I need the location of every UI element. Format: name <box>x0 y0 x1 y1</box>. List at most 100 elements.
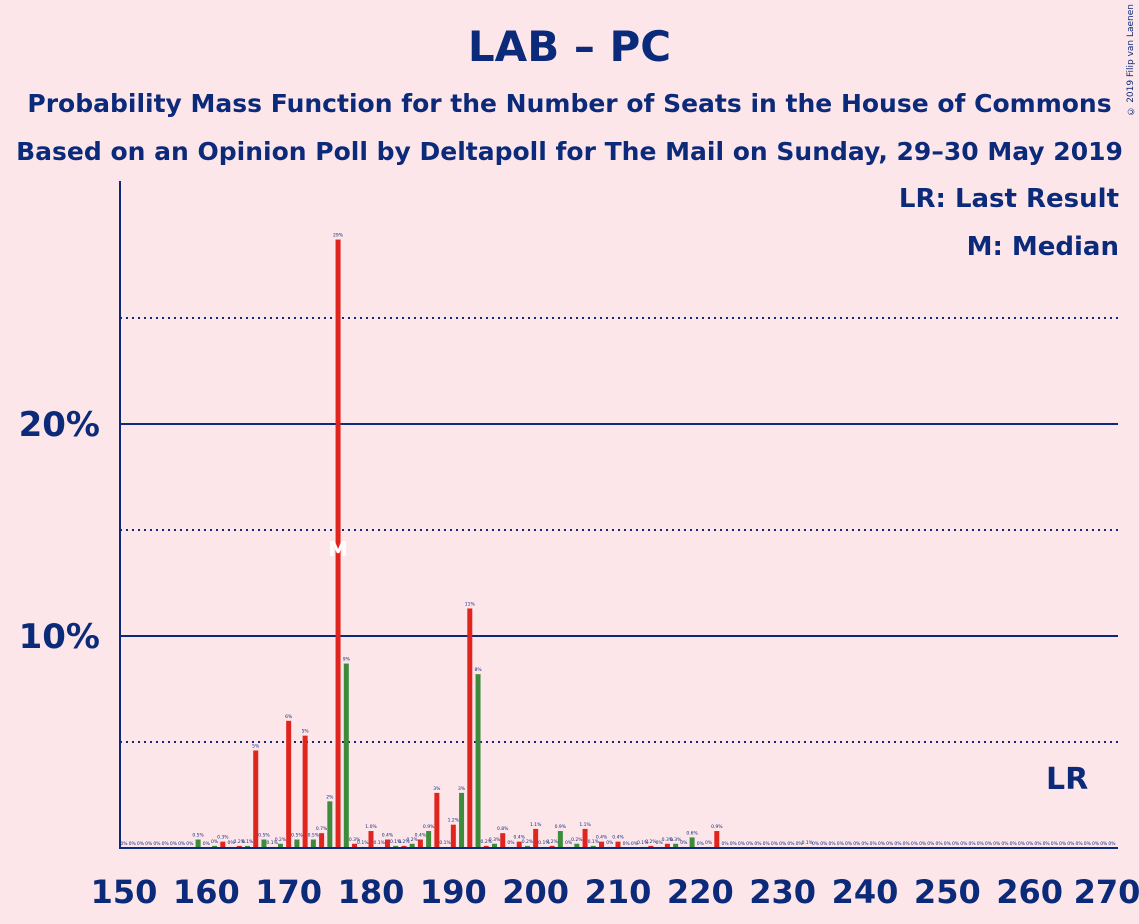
bar-label-182: 0.4% <box>382 833 394 839</box>
x-tick-label: 150 <box>91 873 158 911</box>
bar-label-239: 0% <box>853 841 861 847</box>
bar-label-165: 0.1% <box>242 839 254 845</box>
bar-label-269: 0% <box>1100 841 1108 847</box>
bar-label-164: 0.2% <box>234 839 246 845</box>
bar-label-201: 0.1% <box>538 840 550 846</box>
bar-208 <box>599 841 605 848</box>
median-marker: M <box>328 537 348 561</box>
bar-195 <box>492 843 497 848</box>
bar-label-154: 0% <box>153 841 161 847</box>
bar-label-218: 0% <box>680 840 688 846</box>
bar-label-247: 0% <box>919 841 927 847</box>
bar-label-166: 5% <box>252 743 260 749</box>
bar-210 <box>615 841 621 848</box>
bar-label-179: 0.1% <box>357 840 369 846</box>
bar-164 <box>236 845 242 848</box>
bar-200 <box>533 828 539 848</box>
x-tick-label: 270 <box>1074 873 1139 911</box>
bar-label-262: 0% <box>1043 841 1051 847</box>
bar-183 <box>393 845 399 848</box>
bar-label-183: 0.1% <box>390 839 402 845</box>
bar-label-153: 0% <box>145 841 153 847</box>
bar-184 <box>401 845 407 848</box>
bar-187 <box>426 831 432 848</box>
x-tick-label: 250 <box>914 873 981 911</box>
bar-label-193: 8% <box>474 667 482 673</box>
bar-207 <box>590 845 596 848</box>
x-tick-label: 170 <box>255 873 322 911</box>
bar-214 <box>648 845 654 848</box>
bar-label-168: 0.1% <box>266 840 278 846</box>
bar-label-263: 0% <box>1051 841 1059 847</box>
bar-label-266: 0% <box>1075 841 1083 847</box>
bar-label-234: 0% <box>812 841 820 847</box>
bar-label-212: 0% <box>631 841 639 847</box>
bar-label-155: 0% <box>162 841 170 847</box>
bar-label-217: 0.3% <box>670 837 682 843</box>
chart-title: LAB – PC <box>467 22 672 71</box>
bar-label-206: 1.1% <box>579 822 591 828</box>
chart-subtitle: Probability Mass Function for the Number… <box>27 89 1112 118</box>
bar-label-228: 0% <box>763 841 771 847</box>
bar-label-181: 0.1% <box>374 840 386 846</box>
bar-label-258: 0% <box>1010 841 1018 847</box>
bar-label-177: 9% <box>343 657 351 663</box>
bar-label-209: 0% <box>606 840 614 846</box>
bar-label-257: 0% <box>1001 841 1009 847</box>
bar-label-267: 0% <box>1084 841 1092 847</box>
bar-188 <box>434 792 440 848</box>
x-tick-label: 260 <box>996 873 1063 911</box>
bar-label-231: 0% <box>787 841 795 847</box>
bar-label-191: 3% <box>458 786 466 792</box>
x-tick-label: 210 <box>585 873 652 911</box>
bar-label-199: 0.2% <box>522 839 534 845</box>
bar-label-260: 0% <box>1026 841 1034 847</box>
bar-label-204: 0% <box>565 840 573 846</box>
bar-177 <box>343 663 349 848</box>
bar-label-187: 0.9% <box>423 824 435 830</box>
bar-label-186: 0.4% <box>415 833 427 839</box>
bar-label-245: 0% <box>903 841 911 847</box>
bar-label-190: 1.2% <box>448 818 460 824</box>
x-tick-label: 160 <box>173 873 240 911</box>
bar-label-161: 0% <box>211 839 219 845</box>
bar-label-255: 0% <box>985 841 993 847</box>
bar-label-235: 0% <box>820 841 828 847</box>
bar-label-178: 0.3% <box>349 837 361 843</box>
bar-label-265: 0% <box>1067 841 1075 847</box>
bar-label-216: 0.3% <box>662 837 674 843</box>
bar-label-241: 0% <box>870 841 878 847</box>
bar-label-233: 0.1% <box>802 840 814 846</box>
bar-185 <box>409 843 415 848</box>
bar-label-188: 3% <box>433 786 441 792</box>
bar-175 <box>327 801 333 848</box>
bar-label-240: 0% <box>861 841 869 847</box>
bar-label-175: 2% <box>326 794 334 800</box>
bar-label-156: 0% <box>170 841 178 847</box>
bar-label-243: 0% <box>886 841 894 847</box>
bar-label-213: 0.1% <box>637 840 649 846</box>
bar-label-242: 0% <box>878 841 886 847</box>
bar-174 <box>319 833 325 848</box>
bar-label-253: 0% <box>968 841 976 847</box>
bar-label-160: 0% <box>203 841 211 847</box>
bar-label-205: 0.2% <box>571 837 583 843</box>
bar-label-249: 0% <box>936 841 944 847</box>
bar-label-152: 0% <box>137 841 145 847</box>
bar-label-170: 6% <box>285 714 293 720</box>
bar-label-259: 0% <box>1018 841 1026 847</box>
bar-label-222: 0.9% <box>711 824 723 830</box>
bar-label-184: 0.2% <box>398 839 410 845</box>
bar-label-224: 0% <box>730 841 738 847</box>
bar-216 <box>664 843 670 848</box>
bar-193 <box>475 674 481 848</box>
bar-159 <box>195 839 201 848</box>
bar-176 <box>335 239 341 848</box>
bar-label-159: 0.5% <box>192 833 204 839</box>
bar-206 <box>582 828 588 848</box>
bar-label-254: 0% <box>977 841 985 847</box>
bar-label-270: 0% <box>1108 841 1116 847</box>
bar-label-173: 0.5% <box>308 833 320 839</box>
bar-label-176: 29% <box>333 233 344 239</box>
bar-label-197: 0% <box>507 840 515 846</box>
